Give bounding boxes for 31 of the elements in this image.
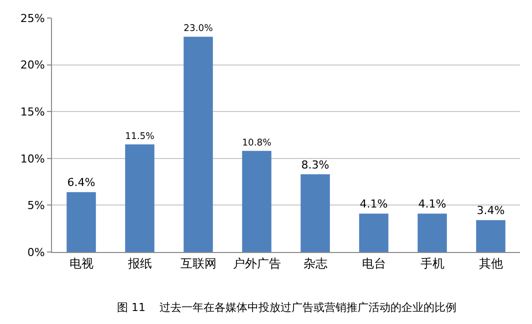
data-label: 3.4% bbox=[476, 204, 505, 218]
data-label: 23.0% bbox=[184, 23, 214, 34]
x-tick-label: 互联网 bbox=[180, 256, 216, 270]
y-tick-label: 15% bbox=[20, 105, 45, 118]
x-tick-label: 报纸 bbox=[126, 256, 152, 270]
x-tick-label: 其他 bbox=[478, 256, 503, 270]
data-label: 4.1% bbox=[360, 198, 388, 211]
data-label: 10.8% bbox=[242, 137, 272, 148]
data-label: 8.3% bbox=[301, 158, 330, 172]
y-tick-label: 5% bbox=[27, 199, 45, 212]
data-label: 6.4% bbox=[67, 176, 96, 190]
x-tick-label: 杂志 bbox=[303, 256, 328, 270]
x-tick-label: 户外广告 bbox=[232, 256, 281, 270]
y-tick-label: 25% bbox=[20, 12, 45, 25]
bar bbox=[125, 144, 154, 252]
caption: 图 11 过去一年在各媒体中投放过广告或营销推广活动的企业的比例 bbox=[117, 301, 456, 314]
data-label: 11.5% bbox=[125, 130, 155, 142]
bar bbox=[184, 36, 213, 252]
y-tick-label: 10% bbox=[20, 152, 45, 166]
bar bbox=[418, 214, 447, 252]
x-tick-label: 手机 bbox=[420, 256, 444, 270]
x-tick-label: 电视 bbox=[69, 256, 94, 270]
y-tick-label: 20% bbox=[20, 58, 45, 72]
bar bbox=[476, 220, 506, 252]
y-tick-label: 0% bbox=[27, 246, 45, 259]
bar bbox=[66, 192, 96, 252]
bar bbox=[242, 150, 272, 252]
x-tick-label: 电台 bbox=[362, 256, 386, 270]
bar bbox=[300, 174, 330, 252]
bar bbox=[359, 214, 388, 252]
data-label: 4.1% bbox=[418, 198, 446, 211]
